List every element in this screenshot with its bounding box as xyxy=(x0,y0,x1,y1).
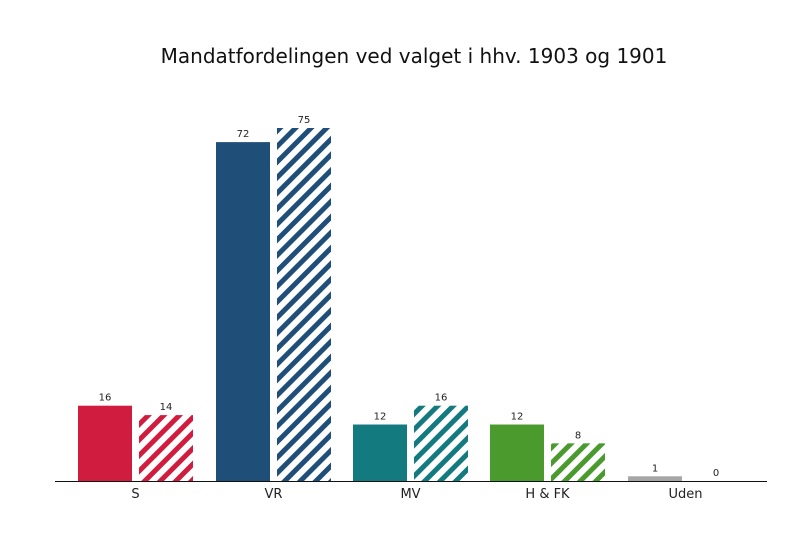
category-labels-group: S VR MV H & FK Uden xyxy=(131,487,702,502)
value-label: 14 xyxy=(160,402,173,413)
bar-h-fk-series-2 xyxy=(551,443,605,481)
bar-s-series-1 xyxy=(78,405,132,481)
bar-h-fk-series-1 xyxy=(490,424,544,481)
value-label: 16 xyxy=(99,393,112,404)
value-label: 75 xyxy=(298,115,311,126)
value-label: 72 xyxy=(237,129,250,140)
bar-uden-series-1 xyxy=(628,476,682,481)
value-labels-group: 16 14 72 75 12 16 12 8 1 0 xyxy=(99,115,720,479)
category-label: S xyxy=(131,487,139,502)
value-label: 12 xyxy=(511,412,524,423)
value-label: 16 xyxy=(435,393,448,404)
value-label: 12 xyxy=(374,412,387,423)
category-label: Uden xyxy=(668,487,702,502)
bar-vr-series-1 xyxy=(216,142,270,481)
category-label: H & FK xyxy=(525,487,570,502)
bar-mv-series-1 xyxy=(353,424,407,481)
category-label: VR xyxy=(265,487,283,502)
bar-s-series-2 xyxy=(139,415,193,481)
category-label: MV xyxy=(400,487,420,502)
value-label: 0 xyxy=(713,468,719,479)
chart-title: Mandatfordelingen ved valget i hhv. 1903… xyxy=(160,44,668,68)
value-label: 8 xyxy=(575,430,581,441)
value-label: 1 xyxy=(652,463,658,474)
bars-group xyxy=(78,128,682,481)
bar-mv-series-2 xyxy=(414,405,468,481)
bar-vr-series-2 xyxy=(277,128,331,481)
